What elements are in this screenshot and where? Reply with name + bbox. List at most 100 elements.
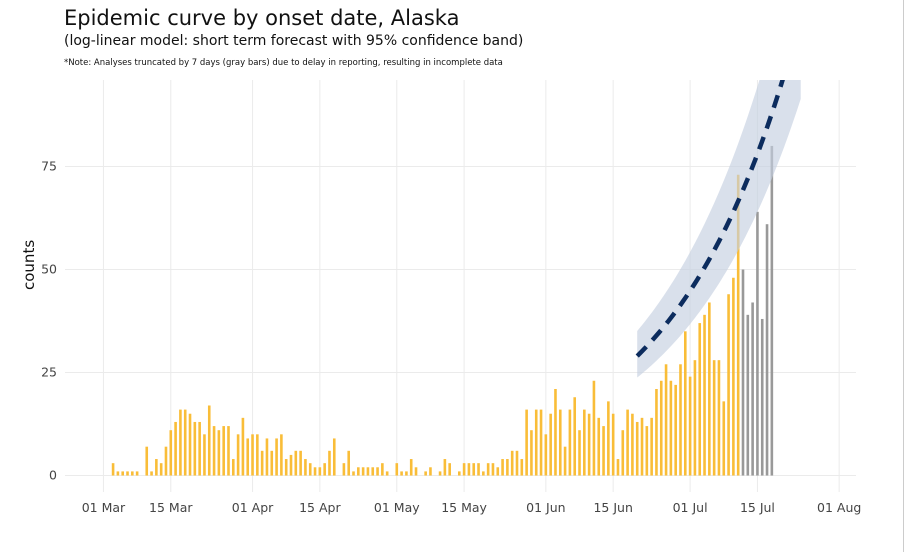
count-bar	[164, 446, 168, 476]
count-bar	[506, 459, 509, 476]
count-bar	[607, 401, 610, 476]
count-bar	[409, 459, 413, 476]
count-bar	[563, 446, 567, 476]
count-bar	[131, 471, 134, 476]
count-bar	[366, 467, 370, 476]
count-bar	[376, 467, 379, 476]
count-bar	[530, 430, 533, 476]
count-bar	[251, 434, 254, 476]
count-bar	[241, 417, 245, 476]
count-bar	[121, 471, 125, 476]
count-bar	[496, 467, 500, 476]
count-bar	[328, 450, 331, 476]
count-bar	[179, 409, 182, 476]
count-bar	[727, 294, 730, 476]
count-bar	[385, 471, 389, 476]
x-tick-label: 01 May	[374, 500, 420, 515]
count-bar	[318, 467, 322, 476]
count-bar	[679, 364, 682, 476]
truncated-bar	[751, 302, 754, 476]
count-bar	[256, 434, 259, 476]
count-bar	[669, 380, 673, 476]
count-bar	[313, 467, 317, 476]
count-bar	[462, 463, 466, 476]
chart-note: *Note: Analyses truncated by 7 days (gra…	[64, 58, 503, 68]
count-bar	[332, 438, 336, 476]
x-tick-label: 15 Jun	[593, 500, 632, 515]
count-bar	[260, 450, 264, 476]
count-bar	[539, 409, 543, 476]
count-bar	[650, 417, 653, 476]
count-bar	[347, 450, 351, 476]
count-bar	[717, 360, 721, 476]
count-bar	[732, 277, 735, 476]
count-bar	[352, 471, 355, 476]
count-bar	[342, 463, 346, 476]
count-bar	[150, 471, 153, 476]
count-bar	[381, 463, 384, 476]
count-bar	[429, 467, 432, 476]
count-bar	[626, 409, 629, 476]
x-tick-label: 15 May	[441, 500, 487, 515]
count-bar	[126, 471, 129, 476]
count-bar	[236, 434, 240, 476]
truncated-bar	[746, 314, 750, 476]
count-bar	[438, 471, 442, 476]
count-bar	[395, 463, 399, 476]
count-bar	[520, 459, 524, 476]
count-bar	[457, 471, 461, 476]
count-bar	[482, 471, 485, 476]
y-tick-label: 75	[41, 159, 57, 174]
count-bar	[578, 430, 581, 476]
count-bar	[227, 426, 230, 476]
count-bar	[294, 450, 298, 476]
count-bar	[155, 459, 158, 476]
count-bar	[558, 409, 562, 476]
count-bar	[217, 430, 221, 476]
count-bar	[405, 471, 408, 476]
count-bar	[674, 384, 677, 476]
count-bar	[275, 438, 278, 476]
count-bar	[289, 454, 293, 476]
count-bar	[602, 426, 605, 476]
count-bar	[145, 446, 149, 476]
count-bar	[659, 380, 663, 476]
count-bar	[703, 314, 706, 476]
truncated-bar	[770, 145, 774, 476]
truncated-bar	[756, 211, 759, 476]
count-bar	[159, 463, 163, 476]
count-bar	[534, 409, 538, 476]
count-bar	[135, 471, 139, 476]
count-bar	[265, 438, 269, 476]
count-bar	[587, 413, 591, 476]
count-bar	[640, 417, 644, 476]
count-bar	[448, 463, 451, 476]
count-bar	[222, 426, 225, 476]
count-bar	[655, 389, 658, 476]
forecast-group	[635, 80, 801, 378]
count-bar	[583, 409, 586, 476]
count-bar	[169, 430, 173, 476]
count-bar	[414, 467, 418, 476]
chart-subtitle: (log-linear model: short term forecast w…	[64, 33, 524, 49]
truncated-bar	[765, 224, 769, 476]
count-bar	[467, 463, 471, 476]
count-bar	[308, 463, 312, 476]
count-bar	[597, 417, 601, 476]
count-bar	[554, 389, 557, 476]
count-bar	[515, 450, 519, 476]
count-bar	[280, 434, 283, 476]
count-bar	[501, 459, 504, 476]
truncated-bar	[760, 318, 764, 476]
x-tick-label: 01 Apr	[232, 500, 274, 515]
y-tick-label: 0	[49, 468, 57, 483]
count-bar	[212, 426, 216, 476]
count-bar	[736, 174, 740, 476]
count-bar	[183, 409, 187, 476]
count-bar	[193, 421, 197, 476]
count-bar	[491, 463, 495, 476]
count-bar	[525, 409, 528, 476]
truncated-bar	[741, 269, 745, 476]
count-bar	[246, 438, 250, 476]
count-bar	[693, 360, 697, 476]
